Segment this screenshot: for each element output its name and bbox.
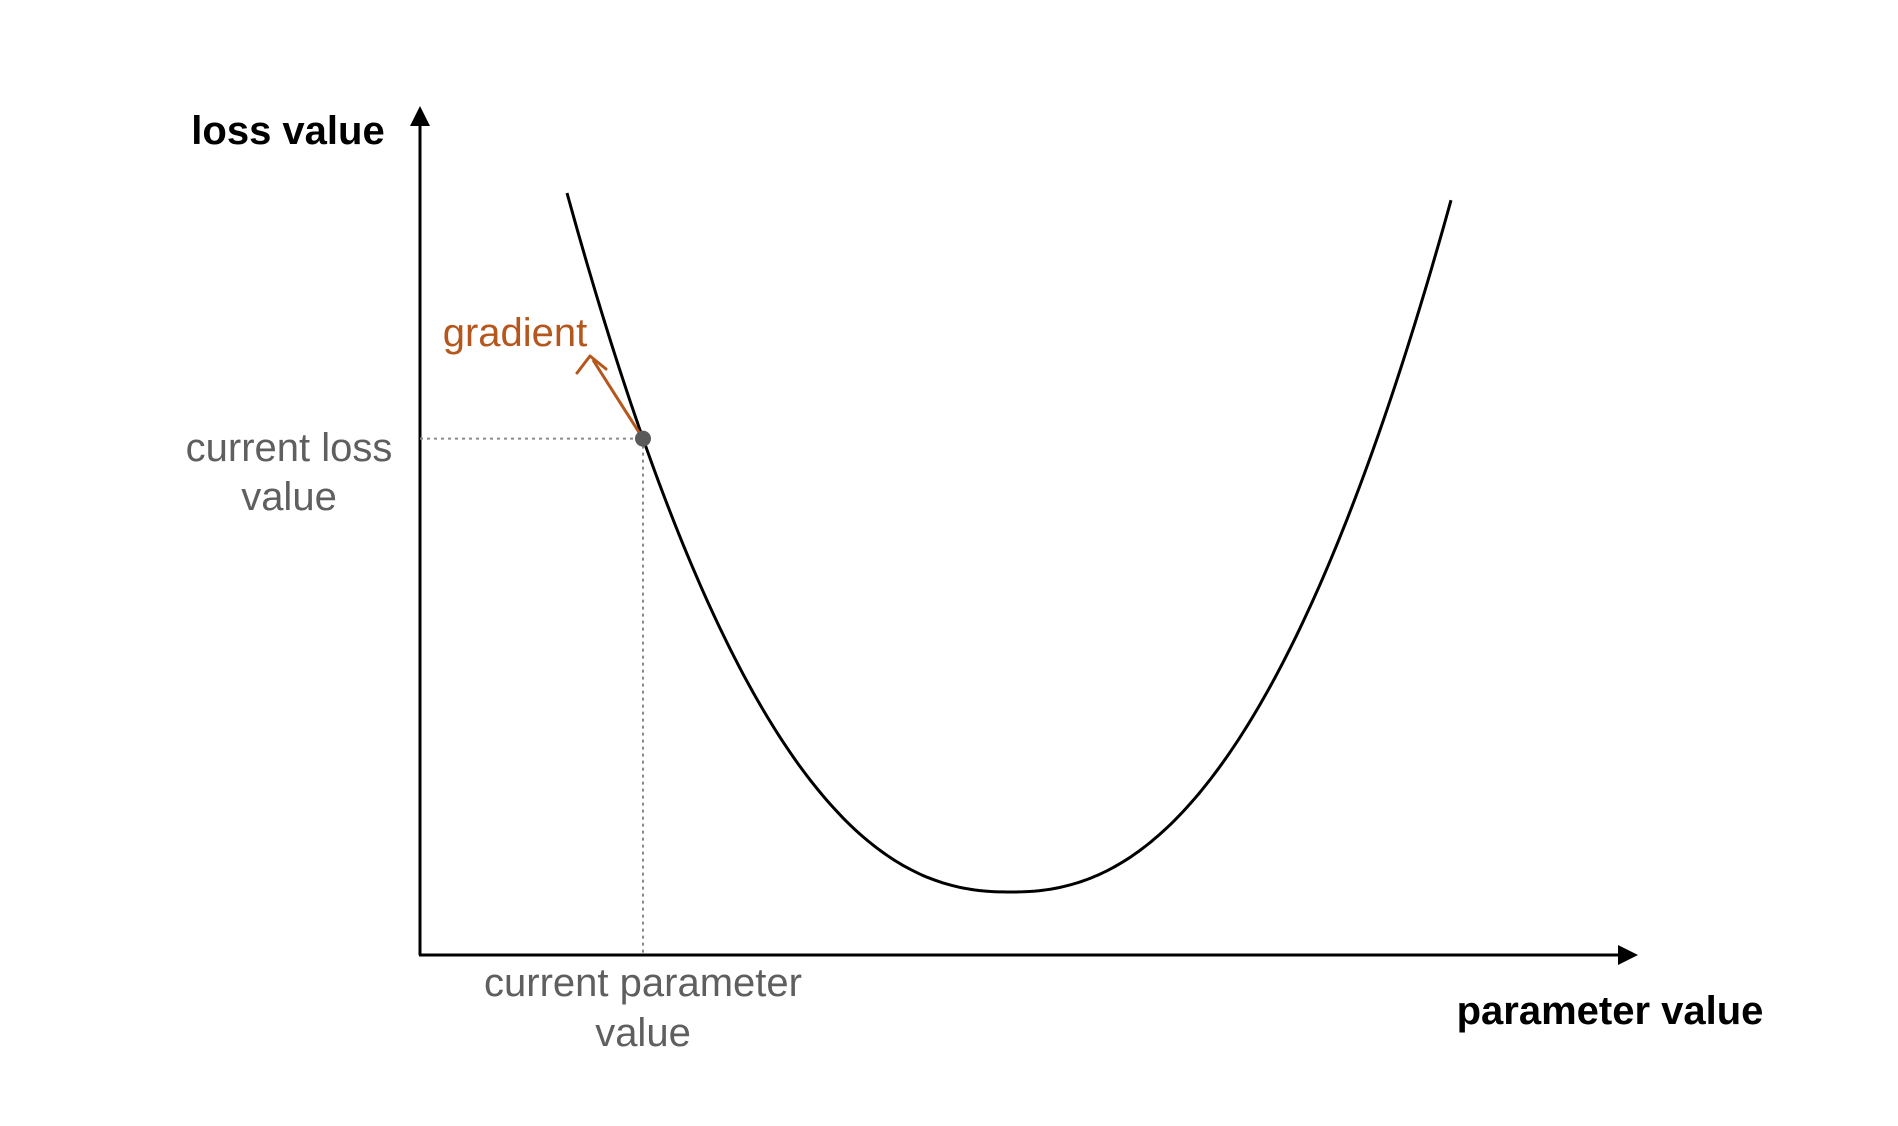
gradient-arrowhead-icon bbox=[575, 354, 608, 375]
current-point-icon bbox=[635, 430, 651, 447]
gradient-label: gradient bbox=[443, 311, 588, 355]
x-axis-title: parameter value bbox=[1457, 989, 1764, 1033]
x-axis-arrow-icon bbox=[1618, 945, 1638, 965]
current-parameter-label-line2: value bbox=[595, 1011, 691, 1055]
loss-curve bbox=[565, 192, 1453, 894]
x-axis bbox=[419, 945, 1638, 965]
current-parameter-label-line1: current parameter bbox=[484, 961, 802, 1005]
current-loss-label-line1: current loss bbox=[186, 426, 393, 470]
current-loss-label-line2: value bbox=[241, 475, 337, 519]
y-axis-arrow-icon bbox=[410, 106, 430, 126]
gradient-arrow bbox=[575, 354, 645, 440]
y-axis bbox=[410, 106, 430, 955]
y-axis-title: loss value bbox=[191, 109, 384, 153]
